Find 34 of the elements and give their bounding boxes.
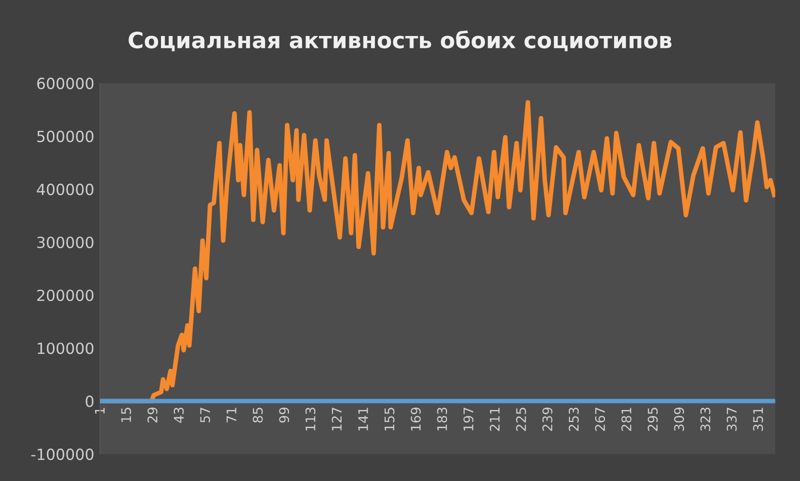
x-tick-label: 141	[358, 408, 368, 430]
x-tick-label: 239	[542, 408, 552, 431]
x-tick-label: 169	[410, 408, 421, 430]
x-tick-label: 85	[252, 408, 263, 423]
y-tick-label: 200000	[37, 290, 94, 302]
x-tick-label: 43	[174, 408, 184, 423]
x-tick-label: 351	[753, 408, 764, 431]
x-tick-label: 309	[674, 408, 684, 431]
x-tick-label: 57	[200, 408, 210, 422]
y-tick-label: 300000	[37, 236, 94, 248]
x-tick-label: 281	[621, 408, 632, 431]
x-tick-label: 113	[305, 408, 316, 430]
x-tick-label: 225	[516, 408, 526, 431]
x-tick-label: 323	[700, 408, 710, 431]
y-tick-label: 600000	[37, 78, 94, 90]
x-tick-label: 267	[595, 408, 606, 431]
chart-title: Социальная активность обоих социотипов	[128, 30, 672, 52]
x-tick-label: 127	[332, 408, 342, 430]
x-tick-label: 197	[463, 408, 474, 430]
y-tick-label: 500000	[37, 130, 94, 142]
x-tick-label: 71	[226, 408, 236, 422]
x-tick-label: 211	[490, 408, 500, 431]
y-tick-label: 0	[86, 396, 94, 408]
x-tick-label: 29	[147, 408, 158, 422]
x-tick-label: 155	[384, 408, 394, 430]
y-tick-label: 100000	[38, 342, 94, 354]
y-tick-label: -100000	[31, 448, 94, 460]
x-tick-label: 337	[726, 408, 737, 431]
x-tick-label: 15	[121, 408, 132, 422]
x-tick-label: 99	[279, 408, 290, 423]
x-tick-label: 183	[437, 408, 448, 430]
x-tick-label: 295	[648, 408, 658, 431]
x-tick-label: 253	[568, 408, 579, 431]
y-tick-label: 400000	[36, 184, 94, 196]
